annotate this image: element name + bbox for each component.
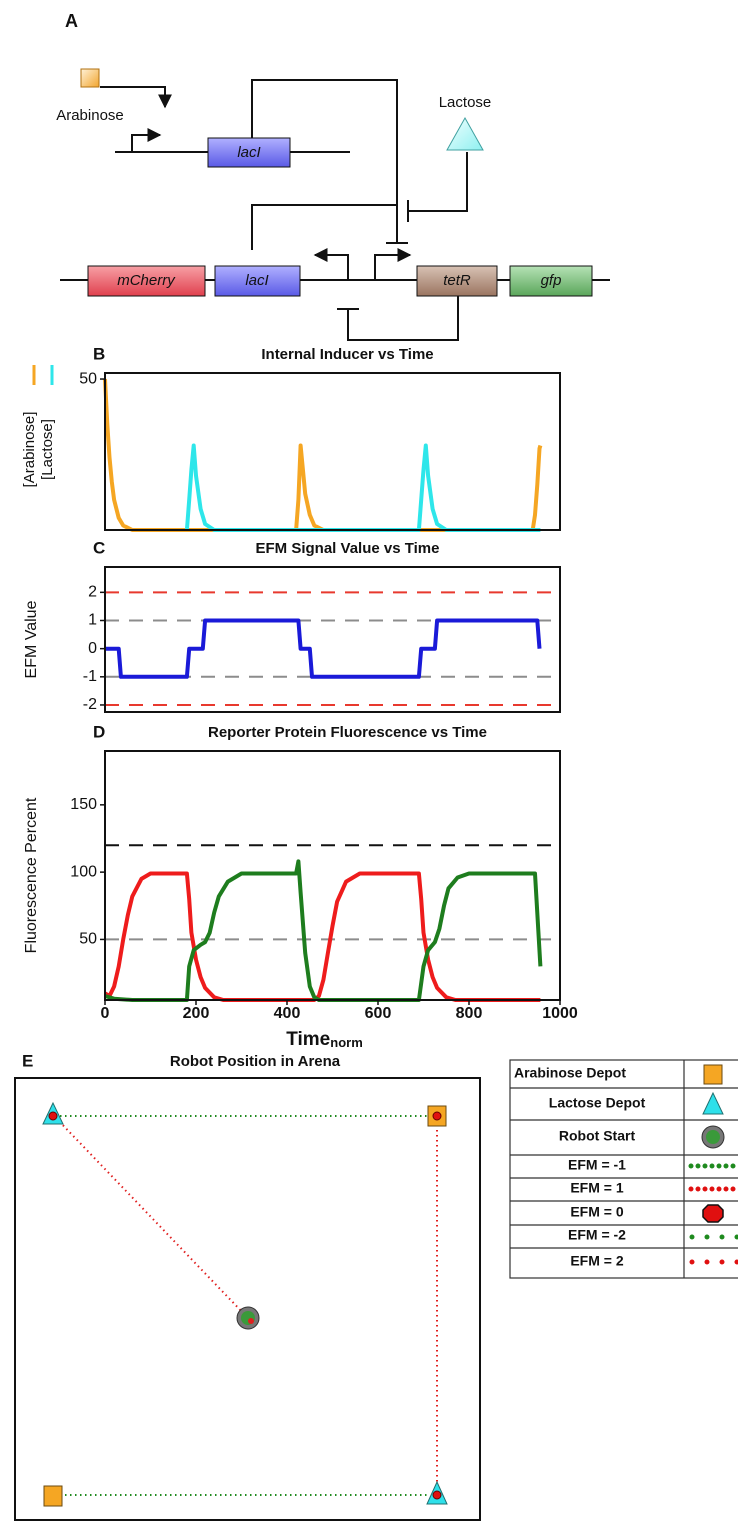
x-tick-label: 1000 <box>542 1005 578 1022</box>
x-tick-label: 600 <box>365 1005 392 1022</box>
legend-row-label: EFM = -1 <box>568 1157 626 1173</box>
series-line <box>103 871 541 1002</box>
gene-box <box>87 265 206 297</box>
lactose-icon <box>446 116 484 151</box>
y-tick-label: -2 <box>83 696 97 713</box>
legend-symbols <box>688 1064 738 1265</box>
x-tick-label: 0 <box>101 1005 110 1022</box>
plot-frame <box>104 750 561 1001</box>
x-tick-label: 200 <box>183 1005 210 1022</box>
panel-label: C <box>93 538 105 557</box>
y-tick-label: -1 <box>83 668 97 685</box>
plot-frame <box>104 566 561 713</box>
y-tick-label: 50 <box>79 370 97 387</box>
gene-label: gfp <box>541 272 562 289</box>
panel-label: A <box>65 11 78 31</box>
series-line <box>103 378 543 532</box>
lactose-label: Lactose <box>439 94 492 111</box>
chart-title: EFM Signal Value vs Time <box>256 540 440 557</box>
arena-icons <box>42 1101 448 1507</box>
gene-label: mCherry <box>117 272 176 289</box>
panel-label: D <box>93 722 105 741</box>
arena <box>14 1077 481 1521</box>
gene-box <box>207 137 291 168</box>
x-axis-label-main: Time <box>286 1029 330 1050</box>
gene-box <box>214 265 301 297</box>
panel-label: E <box>22 1051 33 1070</box>
x-axis-label-sub: norm <box>330 1035 363 1050</box>
legend-row-label: Arabinose Depot <box>514 1065 626 1081</box>
series-line <box>104 859 543 1002</box>
y-tick-label: 150 <box>70 796 97 813</box>
legend-table <box>509 1059 738 1279</box>
gene-box <box>416 265 498 297</box>
y-axis-label: EFM Value <box>23 600 40 678</box>
legend-row-label: Robot Start <box>559 1128 636 1144</box>
legend-row-label: EFM = -2 <box>568 1227 626 1243</box>
panel-label: B <box>93 344 105 363</box>
series-line <box>184 443 541 532</box>
legend-row-label: EFM = 2 <box>570 1253 624 1269</box>
x-tick-label: 400 <box>274 1005 301 1022</box>
arabinose-icon <box>80 68 100 88</box>
chart-title: Internal Inducer vs Time <box>261 346 433 363</box>
gene-label: lacI <box>237 144 260 161</box>
y-tick-label: 50 <box>79 931 97 948</box>
gene-label: tetR <box>443 272 471 289</box>
legend-row-label: EFM = 0 <box>570 1204 624 1220</box>
y-tick-label: 0 <box>88 640 97 657</box>
legend-label: [Lactose] <box>39 419 56 480</box>
y-tick-label: 2 <box>88 584 97 601</box>
x-axis-label: Timenorm <box>286 1029 363 1050</box>
robot-paths <box>55 1115 438 1496</box>
arabinose-label: Arabinose <box>56 107 124 124</box>
legend-row-label: EFM = 1 <box>570 1180 624 1196</box>
gene-diagram <box>60 79 610 341</box>
plot-frame <box>104 372 561 531</box>
arena-title: Robot Position in Arena <box>170 1053 341 1070</box>
legend-row-label: Lactose Depot <box>549 1095 646 1111</box>
y-axis-label: Fluorescence Percent <box>23 797 40 953</box>
legend-label: [Arabinose] <box>21 412 38 488</box>
series-line <box>105 618 542 679</box>
y-tick-label: 1 <box>88 612 97 629</box>
y-tick-label: 100 <box>70 863 97 880</box>
gene-label: lacI <box>245 272 268 289</box>
x-tick-label: 800 <box>456 1005 483 1022</box>
chart-title: Reporter Protein Fluorescence vs Time <box>208 724 487 741</box>
gene-box <box>509 265 593 297</box>
